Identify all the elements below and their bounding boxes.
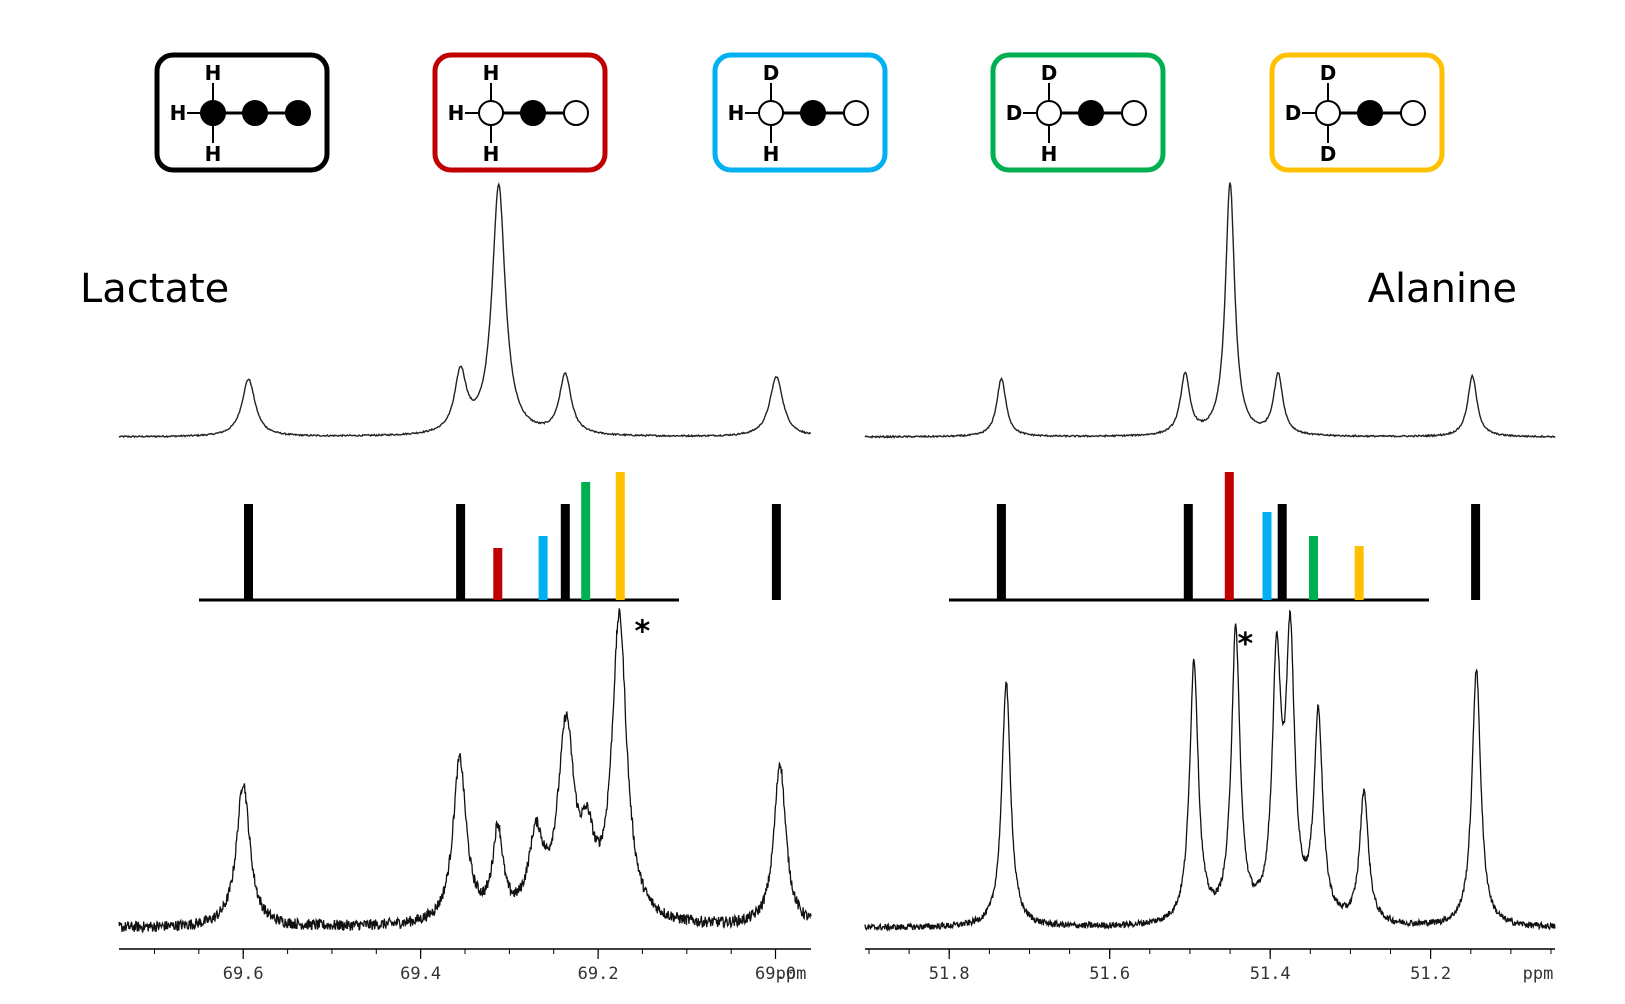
stick-red [1224,472,1234,600]
x-tick-label: 51.4 [1250,964,1291,984]
stick-black [560,504,570,600]
carbon-12-atom [1036,100,1062,126]
left-substituent-label: H [170,101,187,125]
peak-marker-asterisk: * [635,615,651,650]
carbon-12-atom [478,100,504,126]
x-tick-label: 69.2 [578,964,619,984]
bottom-substituent-label: H [483,142,500,166]
stick-black [244,504,253,600]
top-substituent-label: D [763,61,780,85]
x-tick-label: 51.2 [1410,964,1451,984]
experimental-spectrum-line [118,608,812,934]
x-axis-label: ppm [1523,964,1554,984]
top-substituent-label: D [1041,61,1058,85]
legend-frame [712,52,888,173]
carbon-13-atom [1357,100,1383,126]
carbon-13-atom [200,100,226,126]
left-substituent-label: D [1285,101,1302,125]
left-substituent-label: H [448,101,465,125]
carbon-12-atom [1400,100,1426,126]
bottom-substituent-label: H [763,142,780,166]
carbon-12-atom [843,100,869,126]
stick-black [996,504,1006,600]
stick-blue [538,536,548,600]
lactate-panel-title: Lactate [80,266,229,312]
legend-box-2: DHH [712,52,888,173]
carbon-13-atom [520,100,546,126]
stick-black [1277,504,1287,600]
left-substituent-label: H [728,101,745,125]
legend-box-3: DDH [990,52,1166,173]
legend-frame [154,52,330,173]
x-tick-label: 69.0 [755,964,796,984]
stick-blue [1262,512,1272,600]
left-substituent-label: D [1006,101,1023,125]
bottom-substituent-label: H [205,142,222,166]
legend-box-4: DDD [1269,52,1445,173]
alanine-panel: * 51.8 51.6 51.4 51.2 ppm [864,182,1556,984]
carbon-13-atom [800,100,826,126]
simulated-spectrum-line [864,182,1556,439]
carbon-13-atom [1078,100,1104,126]
stick-green [581,482,591,600]
simulated-spectrum-line [118,182,812,439]
legend-frame [1269,52,1445,173]
stick-yellow [615,472,625,600]
carbon-12-atom [1315,100,1341,126]
x-tick-label: 51.8 [929,964,970,984]
carbon-13-atom [285,100,311,126]
carbon-12-atom [563,100,589,126]
peak-marker-asterisk: * [1237,627,1253,662]
bottom-substituent-label: D [1320,142,1337,166]
stick-black [771,504,781,600]
carbon-12-atom [758,100,784,126]
experimental-spectrum-line [864,609,1556,932]
stick-black [456,504,466,600]
stick-black [1471,504,1481,600]
x-tick-label: 51.6 [1089,964,1130,984]
x-axis-label: ppm [776,964,807,984]
stick-black [1183,504,1193,600]
top-substituent-label: D [1320,61,1337,85]
legend-frame [432,52,608,173]
stick-yellow [1354,546,1364,600]
bottom-substituent-label: H [1041,142,1058,166]
legend-frame [990,52,1166,173]
x-tick-label: 69.6 [223,964,264,984]
stick-red [493,548,503,600]
stick-green [1309,536,1318,600]
carbon-12-atom [1121,100,1147,126]
top-substituent-label: H [483,61,500,85]
legend-box-1: HHH [432,52,608,173]
carbon-13-atom [242,100,268,126]
alanine-panel-title: Alanine [1368,266,1517,312]
top-substituent-label: H [205,61,222,85]
legend-box-0: HHH [154,52,330,173]
x-tick-label: 69.4 [400,964,441,984]
